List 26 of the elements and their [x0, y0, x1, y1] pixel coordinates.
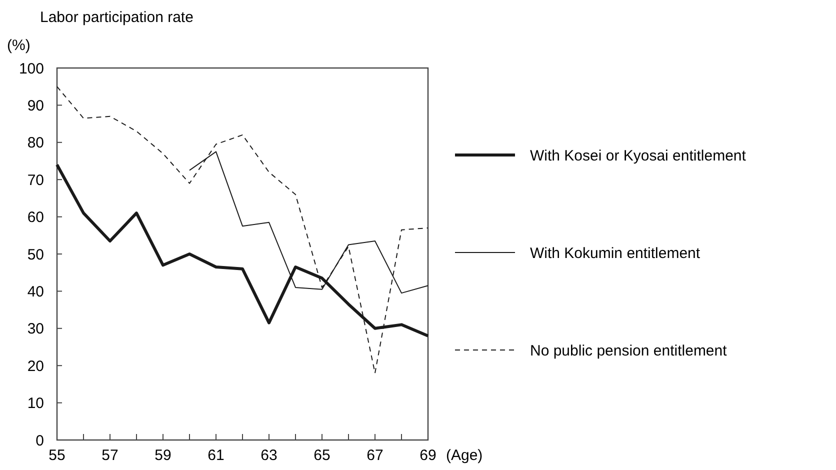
- x-tick-label: 55: [48, 447, 66, 464]
- y-tick-label: 50: [27, 246, 44, 264]
- y-tick-label: 80: [27, 134, 44, 152]
- y-tick-label: 100: [18, 60, 44, 78]
- line-series: [56, 86, 428, 374]
- y-tick-label: 20: [27, 358, 44, 375]
- legend-label: With Kosei or Kyosai entitlement: [530, 147, 747, 164]
- legend-label: No public pension entitlement: [530, 342, 728, 360]
- x-tick-label: 63: [260, 447, 278, 464]
- y-tick-label: 30: [27, 320, 44, 338]
- x-tick-label: 61: [208, 447, 224, 464]
- y-tick-label: 90: [27, 97, 44, 114]
- x-tick-label: 59: [154, 447, 172, 464]
- chart-title: Labor participation rate: [40, 9, 194, 26]
- x-tick-label: 67: [366, 447, 384, 464]
- y-tick-label: 40: [27, 283, 44, 300]
- y-tick-label: 0: [36, 432, 44, 450]
- y-axis-title: (%): [7, 37, 30, 54]
- y-tick-label: 60: [27, 209, 44, 226]
- x-tick-label: 57: [102, 447, 118, 464]
- y-tick-label: 10: [27, 395, 44, 412]
- x-tick-label: 69: [420, 447, 436, 464]
- x-tick-label: 65: [314, 447, 330, 464]
- x-axis-title: (Age): [446, 447, 483, 464]
- y-tick-label: 70: [27, 172, 44, 189]
- legend-label: With Kokumin entitlement: [530, 244, 701, 262]
